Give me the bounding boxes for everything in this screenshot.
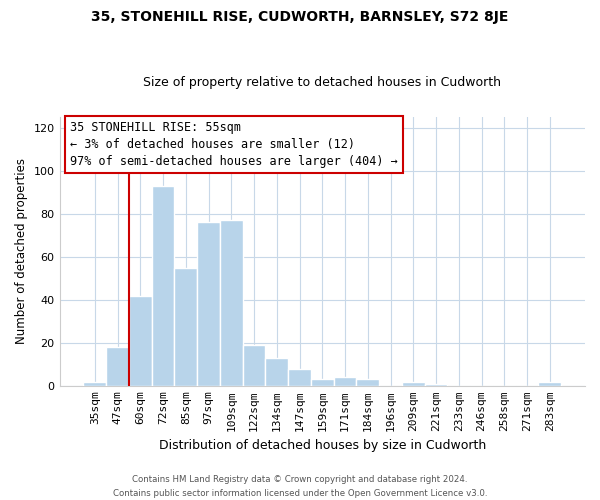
Bar xyxy=(538,382,561,386)
Bar xyxy=(265,358,288,386)
Bar xyxy=(334,377,356,386)
Bar xyxy=(175,268,197,386)
Bar xyxy=(425,384,448,386)
X-axis label: Distribution of detached houses by size in Cudworth: Distribution of detached houses by size … xyxy=(158,440,486,452)
Bar xyxy=(220,220,242,386)
Bar xyxy=(288,368,311,386)
Title: Size of property relative to detached houses in Cudworth: Size of property relative to detached ho… xyxy=(143,76,501,90)
Bar xyxy=(402,382,425,386)
Y-axis label: Number of detached properties: Number of detached properties xyxy=(15,158,28,344)
Bar xyxy=(197,222,220,386)
Text: 35 STONEHILL RISE: 55sqm
← 3% of detached houses are smaller (12)
97% of semi-de: 35 STONEHILL RISE: 55sqm ← 3% of detache… xyxy=(70,121,398,168)
Bar xyxy=(106,347,129,386)
Text: 35, STONEHILL RISE, CUDWORTH, BARNSLEY, S72 8JE: 35, STONEHILL RISE, CUDWORTH, BARNSLEY, … xyxy=(91,10,509,24)
Bar xyxy=(242,345,265,386)
Bar xyxy=(152,186,175,386)
Bar xyxy=(129,296,152,386)
Text: Contains HM Land Registry data © Crown copyright and database right 2024.
Contai: Contains HM Land Registry data © Crown c… xyxy=(113,476,487,498)
Bar xyxy=(83,382,106,386)
Bar xyxy=(356,380,379,386)
Bar xyxy=(311,380,334,386)
